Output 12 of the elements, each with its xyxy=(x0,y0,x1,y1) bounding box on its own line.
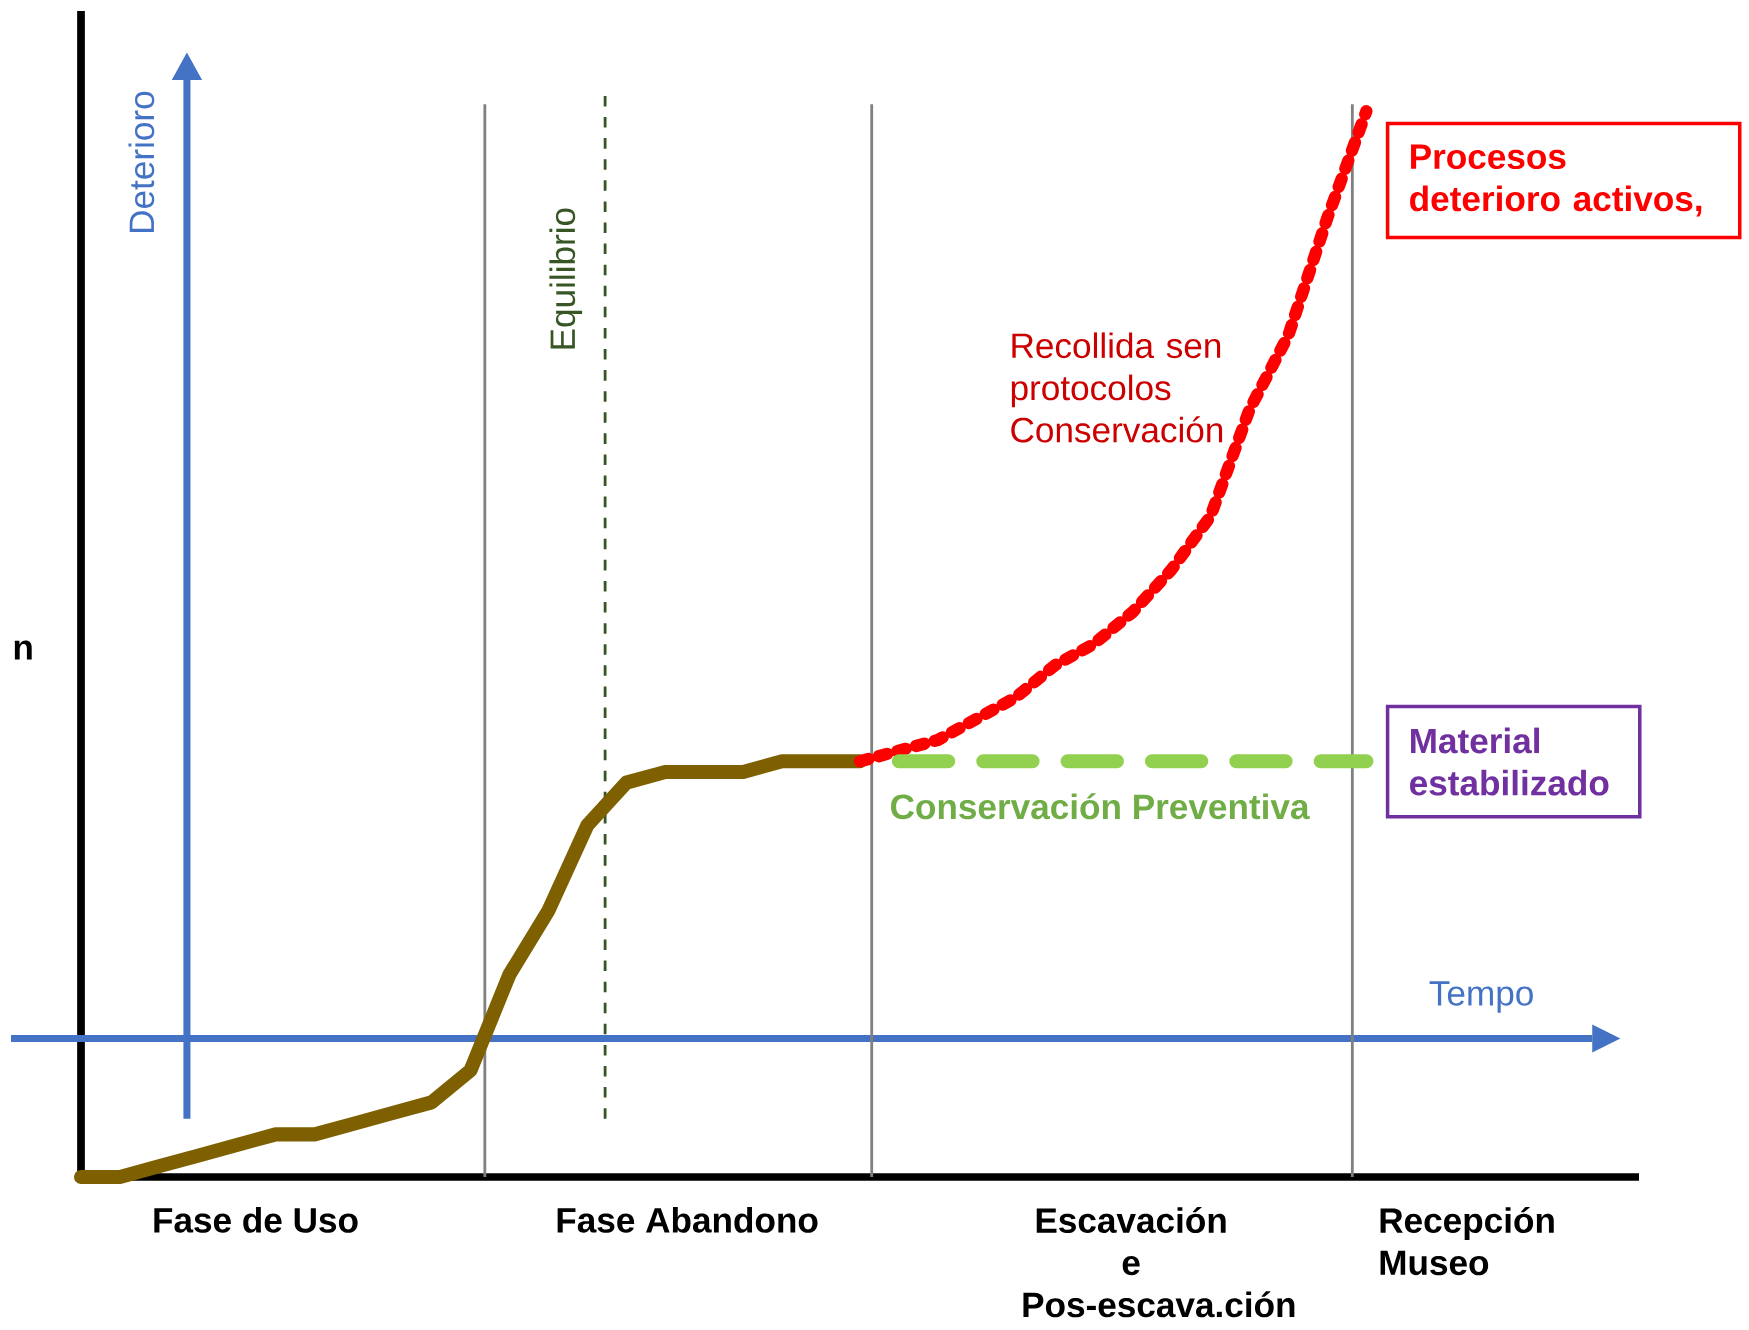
annotation: Recollida sen protocolos Conservación xyxy=(1011,332,1223,443)
ref-line-label: Tempo xyxy=(1429,981,1533,1013)
annotation: Procesos deterioro activos, xyxy=(1410,144,1702,217)
text: Fase Abandono xyxy=(557,1206,818,1233)
text: n xyxy=(14,640,32,660)
annotation: Equilibrio xyxy=(549,208,583,349)
y-axis-title: Deterioro xyxy=(128,91,155,232)
text: Recepción Museo xyxy=(1380,1206,1554,1276)
text: Fase de Uso xyxy=(154,1206,358,1233)
annotation: Conservación Preventiva xyxy=(891,793,1310,820)
annotation: Material estabilizado xyxy=(1410,727,1609,796)
text: Escavación e Pos-escava.ción xyxy=(1023,1206,1295,1318)
